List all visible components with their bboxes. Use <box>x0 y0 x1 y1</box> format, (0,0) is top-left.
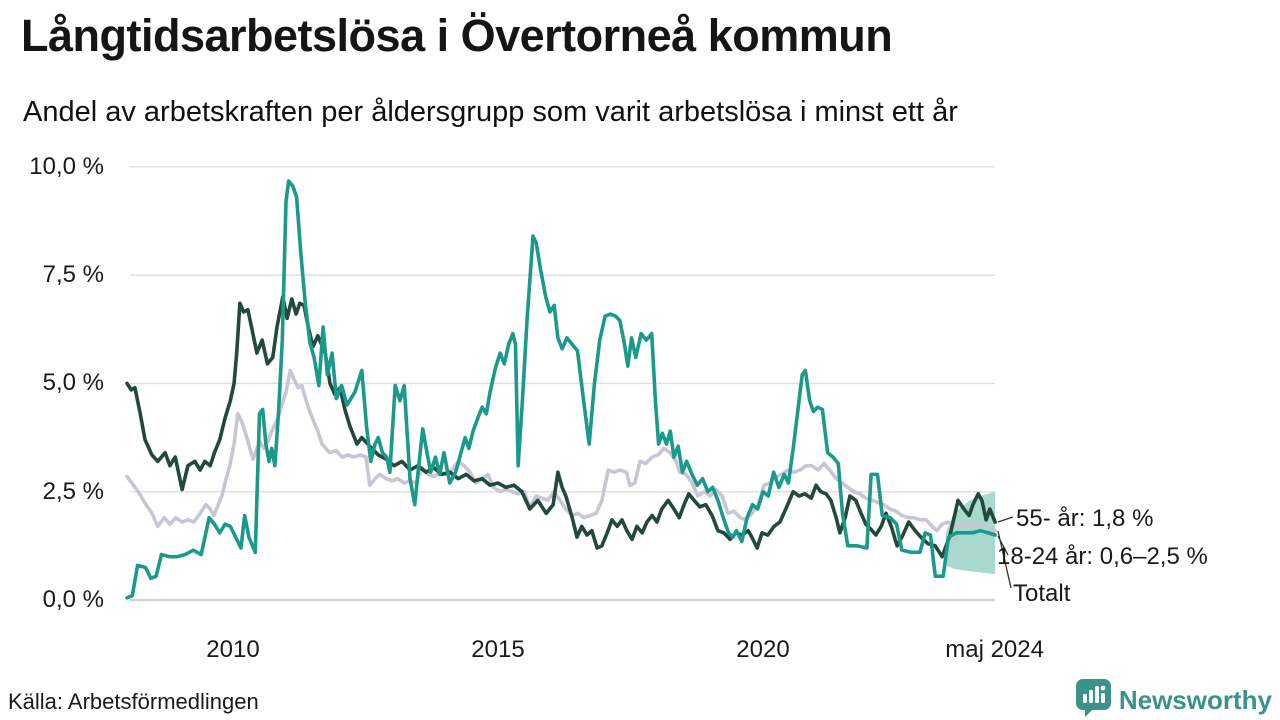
x-tick-label: 2015 <box>471 636 525 663</box>
y-tick-label: 10,0 % <box>29 152 104 180</box>
annotation-label-18-24: 18-24 år: 0,6–2,5 % <box>997 543 1208 570</box>
newsworthy-logo: Newsworthy <box>1075 678 1272 720</box>
y-tick-label: 5,0 % <box>42 369 104 397</box>
series-line-18-24-r <box>125 179 997 600</box>
y-tick-label: 2,5 % <box>42 477 104 505</box>
y-tick-label: 7,5 % <box>42 261 104 289</box>
x-tick-label: 2020 <box>736 636 790 663</box>
annotation-label-55: 55- år: 1,8 % <box>1016 505 1154 532</box>
chart-subtitle: Andel av arbetskraften per åldersgrupp s… <box>23 96 958 128</box>
x-tick-label: maj 2024 <box>945 636 1044 663</box>
y-tick-label: 0,0 % <box>42 586 104 613</box>
page-title: Långtidsarbetslösa i Övertorneå kommun <box>21 10 893 61</box>
newsworthy-wordmark: Newsworthy <box>1118 685 1272 715</box>
newsworthy-icon <box>1075 678 1112 720</box>
annotation-leader-line <box>997 516 1014 523</box>
x-tick-label: 2010 <box>206 636 260 663</box>
annotation-label-totalt: Totalt <box>1013 580 1071 607</box>
source-credit: Källa: Arbetsförmedlingen <box>8 689 259 714</box>
series-line-55-r <box>125 294 997 559</box>
annotation-leader-line <box>997 530 1012 589</box>
